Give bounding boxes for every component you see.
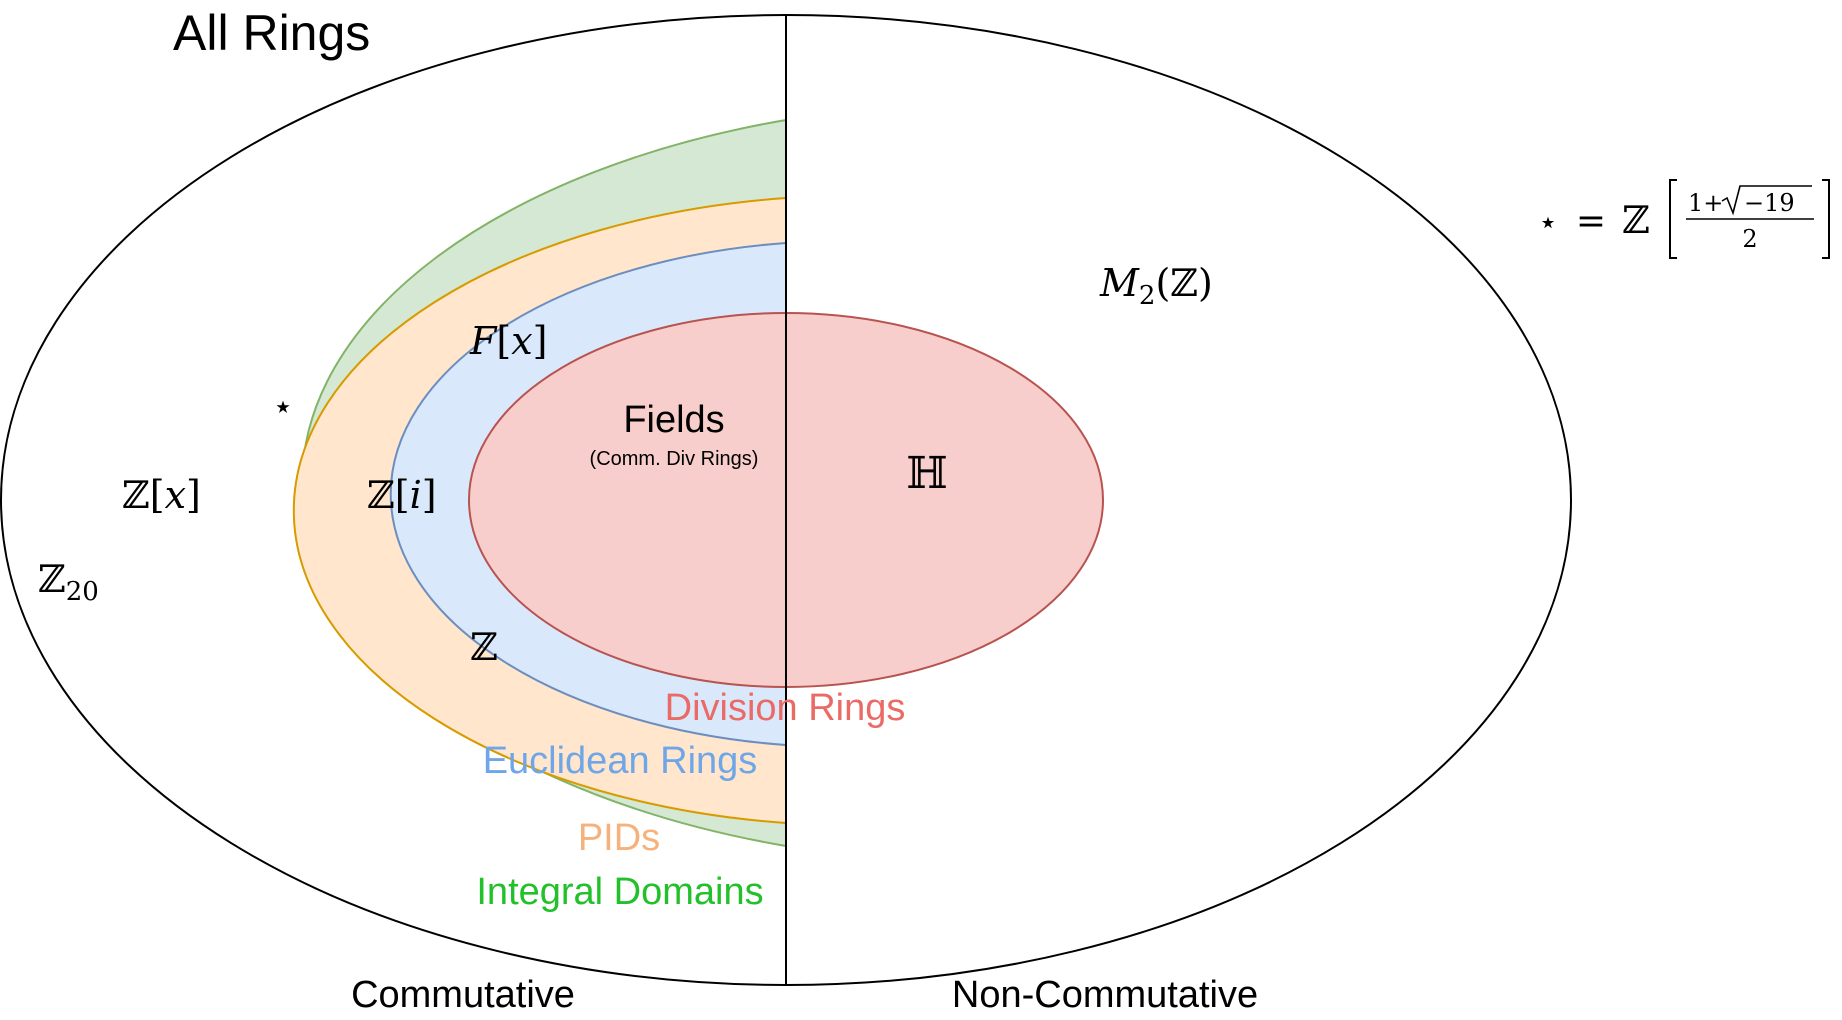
def-denominator: 2 xyxy=(1742,225,1757,253)
star-definition: ⋆ = ℤ 1+ −19 2 xyxy=(1538,179,1830,259)
z20-base: ℤ xyxy=(38,557,66,601)
zx-close: ] xyxy=(186,473,201,517)
example-zx: ℤ[x] xyxy=(122,473,201,517)
example-matrix: M2(ℤ) xyxy=(1099,261,1213,311)
def-star: ⋆ xyxy=(1538,203,1558,241)
example-quaternions: ℍ xyxy=(906,448,948,499)
z20-subscript: 20 xyxy=(66,577,99,607)
fx-var: F xyxy=(469,319,498,363)
pids-label: PIDs xyxy=(578,817,660,859)
example-z: ℤ xyxy=(470,625,498,669)
division-rings-label: Division Rings xyxy=(665,687,906,729)
example-z20: ℤ20 xyxy=(38,557,99,607)
fields-label: Fields xyxy=(623,399,724,441)
def-right-bracket xyxy=(1822,179,1830,259)
zi-close: ] xyxy=(422,473,437,517)
fx-var2: x xyxy=(511,319,532,363)
def-equals: = xyxy=(1576,201,1606,242)
fields-sublabel: (Comm. Div Rings) xyxy=(590,448,759,470)
example-star: ⋆ xyxy=(272,387,293,427)
def-numerator-one: 1+ xyxy=(1688,189,1723,217)
def-radicand: −19 xyxy=(1744,189,1795,217)
zx-var: x xyxy=(165,473,186,517)
def-left-bracket xyxy=(1669,179,1677,259)
fx-open: [ xyxy=(496,319,511,363)
diagram-title: All Rings xyxy=(173,5,370,61)
def-sqrt-sign xyxy=(1721,185,1812,216)
matrix-subscript: 2 xyxy=(1139,281,1156,311)
zi-var: i xyxy=(410,473,422,517)
matrix-arg: (ℤ) xyxy=(1155,261,1212,305)
euclidean-rings-label: Euclidean Rings xyxy=(483,740,758,782)
def-ring: ℤ xyxy=(1622,198,1650,242)
zx-open: ℤ[ xyxy=(122,473,165,517)
non-commutative-label: Non-Commutative xyxy=(952,974,1258,1016)
example-zi: ℤ[i] xyxy=(367,473,437,517)
matrix-var: M xyxy=(1099,261,1140,305)
example-fx: F[x] xyxy=(469,319,547,363)
integral-domains-label: Integral Domains xyxy=(476,871,763,913)
zi-open: ℤ[ xyxy=(367,473,410,517)
commutative-label: Commutative xyxy=(351,974,575,1016)
fx-close: ] xyxy=(533,319,548,363)
